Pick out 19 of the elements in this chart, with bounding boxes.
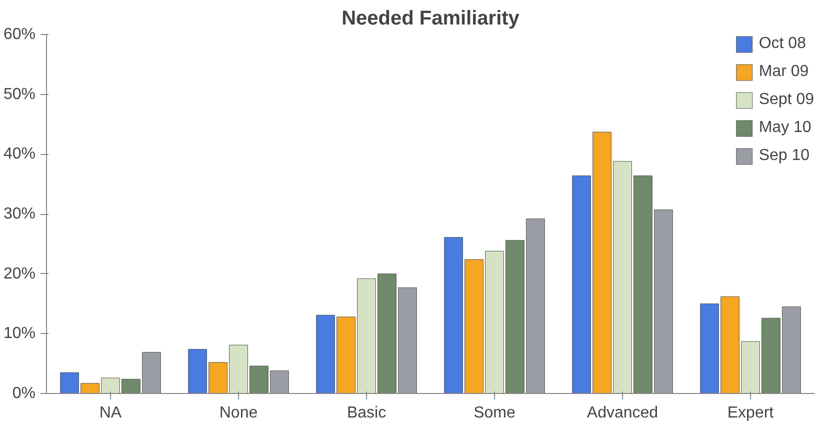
x-tick-label: Expert — [727, 404, 774, 422]
y-tick-label: 60% — [3, 26, 36, 43]
x-tick-label: Some — [474, 404, 516, 422]
legend-label: Sept 09 — [758, 91, 814, 109]
y-tick-label: 40% — [3, 146, 36, 163]
x-tick-label: Basic — [346, 404, 386, 422]
x-tick-label: Advanced — [586, 404, 658, 422]
x-tick-label: NA — [99, 404, 122, 422]
y-tick-label: 50% — [3, 86, 36, 103]
y-tick-label: 30% — [3, 206, 36, 222]
legend-label: Oct 08 — [758, 35, 806, 53]
legend-label: May 10 — [758, 119, 812, 137]
y-tick-label: 10% — [3, 325, 36, 342]
y-tick-label: 0% — [12, 385, 36, 402]
legend-label: Mar 09 — [758, 63, 809, 81]
legend-label: Sep 10 — [758, 147, 810, 165]
chart-title: Needed Familiarity — [342, 8, 520, 30]
y-tick-label: 20% — [3, 265, 36, 282]
x-tick-label: None — [219, 404, 258, 422]
